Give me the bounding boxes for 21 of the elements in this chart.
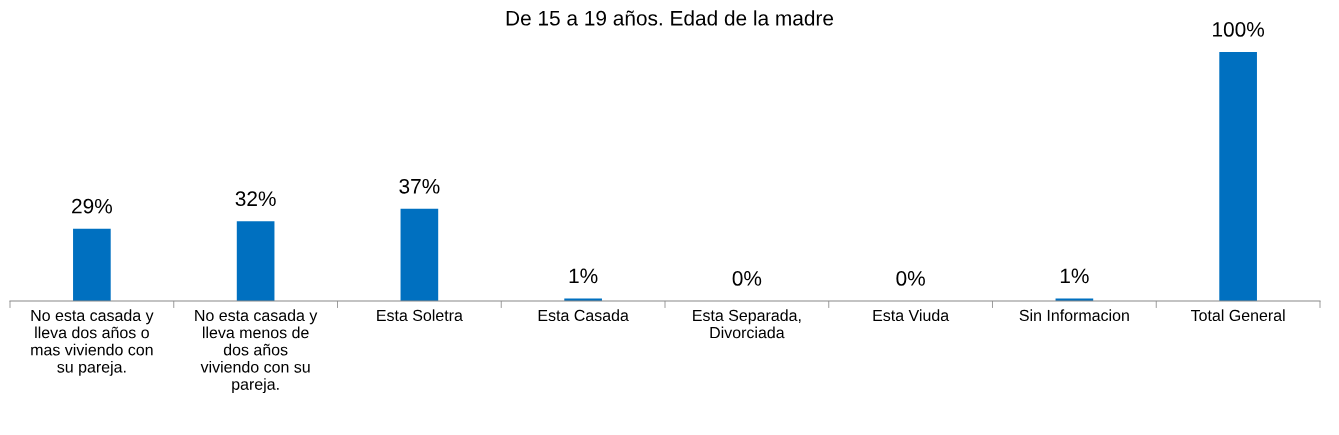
bar — [400, 208, 439, 301]
x-tick-label: Sin Informacion — [1019, 309, 1129, 322]
x-tick-label: Esta Viuda — [873, 309, 950, 322]
x-tick-label: Total General — [1190, 309, 1285, 322]
x-tick-label: No esta casada y lleva dos años o mas viviendo con su pareja. — [31, 309, 154, 376]
x-tick-label: Esta Soletra — [377, 309, 463, 322]
bar — [236, 221, 275, 301]
x-tick-label: Esta Separada, Divorciada — [693, 309, 801, 339]
data-label: 1% — [569, 268, 598, 284]
data-label: 29% — [72, 198, 112, 214]
x-tick-label: Esta Casada — [538, 309, 629, 322]
data-label: 32% — [235, 191, 276, 207]
bar — [73, 228, 111, 301]
chart-title: De 15 a 19 años. Edad de la madre — [506, 10, 834, 26]
data-label: 1% — [1060, 268, 1089, 284]
data-label: 37% — [399, 178, 440, 194]
data-label: 100% — [1213, 22, 1265, 37]
data-label: 0% — [732, 271, 762, 286]
data-label: 0% — [896, 271, 925, 286]
bar — [1219, 52, 1257, 301]
x-tick-label: No esta casada y lleva menos de dos años viviendo con su pareja. — [195, 309, 318, 394]
